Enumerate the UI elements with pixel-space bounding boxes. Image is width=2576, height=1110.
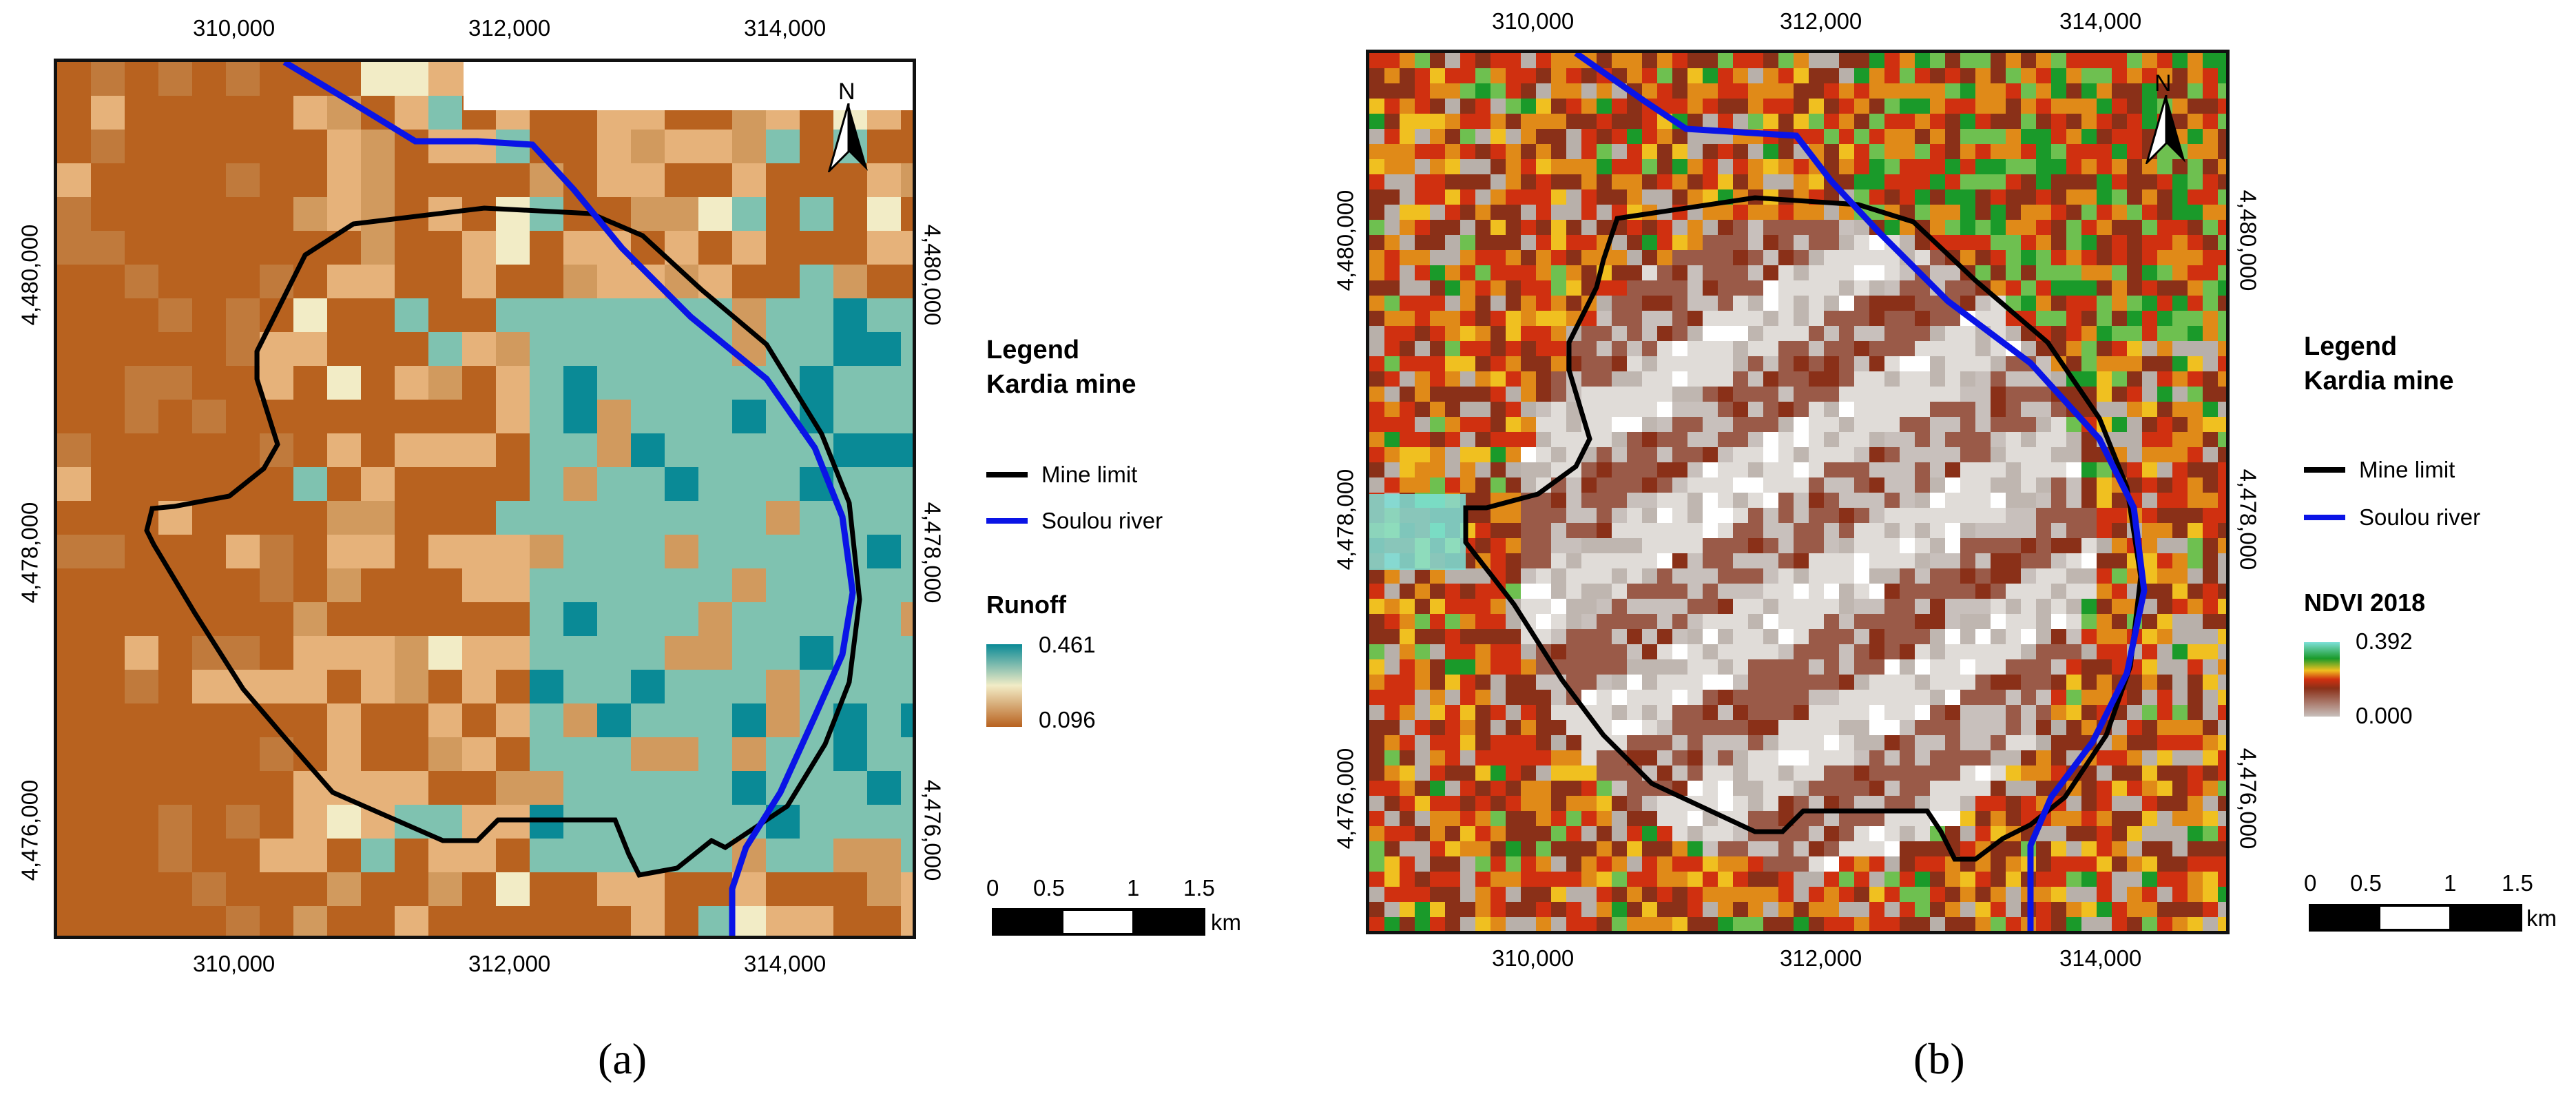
scale-label: 0.5 xyxy=(2350,870,2382,896)
scale-unit: km xyxy=(2526,905,2557,931)
x-tick-top: 312,000 xyxy=(1780,8,1862,34)
legend-mine-limit: Mine limit xyxy=(2304,457,2455,483)
x-tick-top: 314,000 xyxy=(2059,8,2142,34)
y-tick-left: 4,480,000 xyxy=(17,224,43,326)
north-label: N xyxy=(2154,70,2172,96)
soulou-river-line xyxy=(282,62,856,936)
y-tick-left: 4,476,000 xyxy=(17,779,43,881)
ramp-min: 0.000 xyxy=(2356,703,2413,728)
river-swatch xyxy=(2304,515,2345,520)
scale-label: 1 xyxy=(1127,875,1140,901)
scale-label: 0.5 xyxy=(1033,875,1065,901)
y-tick-right: 4,480,000 xyxy=(2235,189,2261,291)
legend-soulou-river: Soulou river xyxy=(2304,504,2480,531)
scale-label: 1 xyxy=(2444,870,2457,896)
north-label: N xyxy=(838,79,855,105)
panel-label-a: (a) xyxy=(598,1034,647,1083)
y-tick-right: 4,478,000 xyxy=(2235,469,2261,571)
runoff-raster xyxy=(57,62,913,936)
y-tick-right: 4,480,000 xyxy=(920,224,946,326)
north-arrow-icon xyxy=(2146,95,2185,164)
legend-subtitle: Kardia mine xyxy=(2304,367,2454,395)
scale-label: 1.5 xyxy=(1183,875,1215,901)
ndvi-raster xyxy=(1369,53,2226,931)
ramp-min: 0.096 xyxy=(1039,707,1096,732)
y-tick-right: 4,476,000 xyxy=(920,779,946,881)
x-tick-top: 314,000 xyxy=(744,15,827,41)
legend-mine-limit: Mine limit xyxy=(986,462,1137,488)
ndvi-color-ramp xyxy=(2304,642,2340,717)
y-tick-left: 4,478,000 xyxy=(1332,469,1358,571)
y-tick-left: 4,478,000 xyxy=(17,502,43,604)
x-tick-bottom: 314,000 xyxy=(744,951,827,976)
ramp-max: 0.392 xyxy=(2356,628,2413,654)
river-swatch xyxy=(986,518,1028,524)
mine-limit-swatch xyxy=(2304,467,2345,473)
water-patch xyxy=(1369,494,1466,570)
ramp-title: NDVI 2018 xyxy=(2304,588,2426,617)
legend-label: Soulou river xyxy=(1041,508,1163,533)
ndvi-map xyxy=(1366,50,2230,934)
legend-label: Mine limit xyxy=(2359,457,2455,482)
x-tick-top: 310,000 xyxy=(1492,8,1575,34)
legend-subtitle: Kardia mine xyxy=(986,370,1136,399)
y-tick-right: 4,478,000 xyxy=(920,502,946,604)
mine-limit-line xyxy=(144,205,862,878)
y-tick-right: 4,476,000 xyxy=(2235,748,2261,850)
north-arrow-icon xyxy=(828,103,868,172)
runoff-map xyxy=(54,59,916,939)
x-tick-top: 312,000 xyxy=(468,15,551,41)
legend-label: Soulou river xyxy=(2359,504,2481,530)
ramp-max: 0.461 xyxy=(1039,632,1096,657)
x-tick-bottom: 310,000 xyxy=(1492,945,1575,971)
soulou-river-line xyxy=(1574,53,2148,931)
legend-title: Legend xyxy=(2304,332,2398,361)
mine-limit-line xyxy=(1463,195,2143,862)
scale-unit: km xyxy=(1211,909,1241,935)
scale-label: 0 xyxy=(986,875,999,901)
legend-label: Mine limit xyxy=(1041,462,1138,487)
x-tick-bottom: 312,000 xyxy=(1780,945,1862,971)
scale-label: 1.5 xyxy=(2502,870,2533,896)
nodata-area xyxy=(464,62,913,110)
scale-label: 0 xyxy=(2304,870,2317,896)
ramp-title: Runoff xyxy=(986,590,1066,619)
x-tick-bottom: 312,000 xyxy=(468,951,551,976)
y-tick-left: 4,480,000 xyxy=(1332,189,1358,291)
panel-label-b: (b) xyxy=(1913,1034,1965,1083)
legend-soulou-river: Soulou river xyxy=(986,508,1163,534)
x-tick-top: 310,000 xyxy=(193,15,276,41)
y-tick-left: 4,476,000 xyxy=(1332,748,1358,850)
scale-bar xyxy=(2309,904,2522,932)
legend-title: Legend xyxy=(986,336,1080,364)
x-tick-bottom: 314,000 xyxy=(2059,945,2142,971)
x-tick-bottom: 310,000 xyxy=(193,951,276,976)
mine-limit-swatch xyxy=(986,472,1028,477)
runoff-color-ramp xyxy=(986,644,1022,727)
scale-bar xyxy=(992,908,1205,936)
